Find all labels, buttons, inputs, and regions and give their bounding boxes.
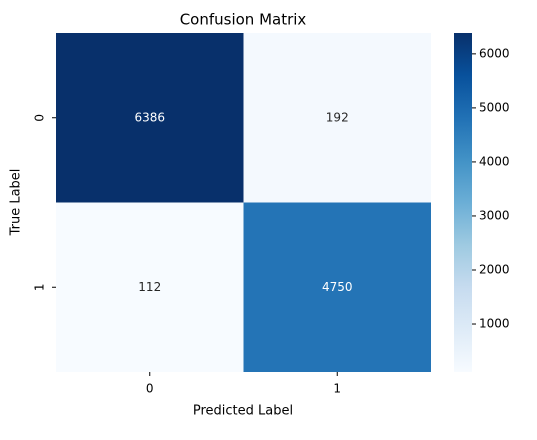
heatmap-cell [243,33,431,203]
y-tick-label: 1 [33,283,47,291]
colorbar-tick-label: 2000 [479,262,510,276]
heatmap-cell [56,33,244,203]
heatmap-cell [243,202,431,372]
y-axis-label: True Label [9,169,24,237]
colorbar-tick-label: 5000 [479,100,510,114]
cell-label: 192 [326,110,349,124]
cell-label: 4750 [322,280,353,294]
colorbar-tick-label: 3000 [479,208,510,222]
colorbar-tick-label: 6000 [479,46,510,60]
colorbar-tick-label: 1000 [479,317,510,331]
x-tick-label: 1 [333,382,341,396]
x-tick-label: 0 [146,382,154,396]
heatmap-cell [56,202,244,372]
colorbar-tick-label: 4000 [479,154,510,168]
colorbar [454,33,472,372]
cell-label: 112 [138,280,161,294]
chart-title: Confusion Matrix [180,11,307,29]
y-tick-label: 0 [33,114,47,122]
x-axis-label: Predicted Label [193,404,293,419]
cell-label: 6386 [134,110,165,124]
